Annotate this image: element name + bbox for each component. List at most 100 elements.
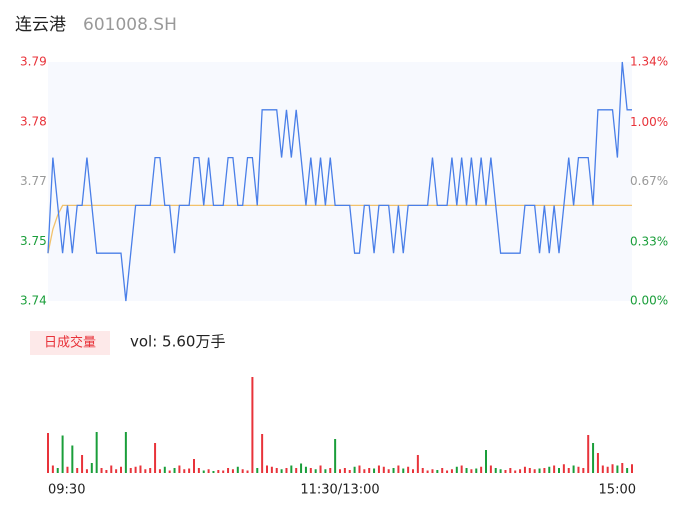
volume-bar	[168, 470, 171, 473]
volume-bar	[85, 469, 88, 473]
volume-bar	[193, 459, 195, 473]
volume-bar	[231, 469, 234, 473]
volume-bar	[523, 466, 526, 473]
y-tick-label: 3.75	[20, 234, 47, 248]
volume-bar	[71, 445, 74, 473]
volume-bar	[465, 468, 468, 473]
y-tick-label: 3.74	[20, 294, 47, 308]
volume-bar	[309, 468, 312, 473]
volume-bar	[51, 465, 54, 473]
volume-bar	[178, 465, 181, 473]
volume-bar	[300, 463, 303, 473]
volume-bar	[592, 443, 595, 473]
volume-bar	[236, 466, 239, 473]
volume-bar	[81, 455, 84, 473]
volume-bar	[222, 470, 225, 473]
volume-bar	[455, 466, 458, 473]
volume-bar	[183, 469, 186, 473]
volume-bar	[489, 465, 492, 473]
volume-bar	[319, 465, 322, 473]
y2-tick-label: 0.67%	[630, 174, 668, 188]
volume-bar	[163, 466, 166, 473]
volume-bar	[304, 466, 307, 473]
volume-bar	[90, 463, 93, 473]
volume-bar	[207, 469, 210, 473]
y2-tick-label: 1.34%	[630, 55, 668, 69]
volume-bar	[514, 470, 517, 473]
volume-bar	[280, 469, 283, 473]
volume-bar	[582, 468, 585, 473]
volume-bar	[499, 469, 502, 473]
volume-bar	[158, 469, 161, 473]
volume-total: vol: 5.60万手	[130, 333, 225, 351]
volume-bar	[450, 469, 453, 473]
volume-bar	[606, 466, 609, 473]
x-tick-label: 09:30	[48, 483, 85, 498]
volume-bar	[431, 469, 434, 473]
y2-tick-label: 0.33%	[630, 235, 668, 249]
volume-bar	[202, 470, 205, 473]
volume-bar	[368, 468, 371, 473]
stock-name: 连云港	[15, 15, 66, 35]
volume-bar	[446, 470, 449, 473]
volume-bar	[363, 469, 366, 473]
volume-bar	[577, 466, 580, 473]
volume-bar	[441, 468, 444, 473]
volume-bar	[144, 469, 147, 473]
volume-bar	[567, 468, 570, 473]
volume-bar	[596, 453, 599, 473]
volume-bar	[266, 465, 268, 473]
volume-bar	[66, 466, 69, 473]
y2-tick-label: 1.00%	[630, 115, 668, 129]
volume-bar	[212, 471, 215, 473]
volume-bar	[110, 465, 113, 473]
volume-bar	[626, 468, 629, 473]
volume-bar	[572, 465, 575, 473]
volume-bar	[154, 443, 157, 473]
stock-code: 601008.SH	[83, 15, 177, 35]
volume-bar	[61, 435, 64, 473]
volume-bar	[562, 464, 565, 473]
volume-bar	[509, 468, 512, 473]
volume-bar	[543, 468, 546, 473]
volume-bar	[494, 468, 497, 473]
volume-bar	[285, 468, 288, 473]
volume-bar	[416, 455, 419, 473]
volume-bar	[173, 468, 176, 473]
volume-bar	[56, 468, 59, 473]
volume-bar	[421, 468, 424, 473]
volume-bar	[353, 466, 356, 473]
volume-bar	[407, 466, 410, 473]
volume-bar	[485, 450, 487, 473]
volume-bar	[334, 439, 337, 473]
volume-bar	[134, 466, 137, 473]
volume-bar	[621, 463, 624, 473]
volume-bar	[95, 432, 98, 473]
y-tick-label: 3.79	[20, 55, 47, 69]
x-tick-label: 15:00	[599, 483, 636, 498]
volume-bar	[261, 434, 264, 473]
volume-bar	[402, 468, 405, 473]
volume-tab[interactable]	[30, 331, 110, 355]
volume-bar	[392, 468, 395, 473]
volume-bar	[528, 468, 531, 473]
volume-bar	[553, 465, 556, 473]
y-tick-label: 3.77	[20, 174, 47, 188]
volume-bar	[348, 470, 351, 473]
volume-bar	[275, 468, 278, 473]
volume-bar	[149, 468, 152, 473]
volume-bar	[197, 468, 200, 473]
volume-bar	[533, 469, 536, 473]
volume-bar	[246, 470, 249, 473]
volume-bar	[538, 468, 541, 473]
volume-bar	[436, 470, 439, 473]
volume-bar	[270, 466, 273, 473]
volume-bar	[139, 465, 142, 473]
volume-bar	[387, 469, 390, 473]
x-tick-label: 11:30/13:00	[300, 483, 379, 498]
volume-bar	[426, 470, 429, 473]
volume-bar	[241, 469, 244, 473]
volume-bar	[217, 470, 220, 473]
volume-tab-label[interactable]: 日成交量	[44, 335, 96, 351]
